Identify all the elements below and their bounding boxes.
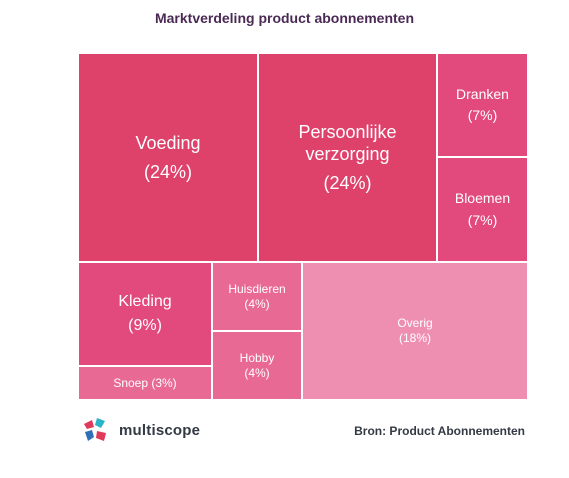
- tile-percent: (24%): [143, 161, 192, 182]
- tile-label: Voeding: [135, 133, 201, 153]
- treemap-tile: Kleding (9%): [78, 262, 212, 366]
- tile-label: Huisdieren: [228, 281, 286, 296]
- tile-percent: (4%): [244, 296, 270, 311]
- multiscope-logo-icon: [84, 418, 106, 441]
- treemap-tile: Huisdieren (4%): [212, 262, 302, 331]
- treemap-tile: Hobby (4%): [212, 331, 302, 400]
- tile-percent: (9%): [128, 317, 162, 334]
- treemap-tile: Dranken (7%): [437, 53, 528, 157]
- multiscope-logo: multiscope: [80, 415, 200, 445]
- tile-percent: (4%): [244, 365, 270, 380]
- tile-percent: (24%): [323, 172, 372, 193]
- treemap-tile: Bloemen (7%): [437, 157, 528, 262]
- treemap-tile: Snoep (3%): [78, 366, 212, 400]
- tile-label: Persoonlijke verzorging: [298, 121, 397, 165]
- tile-label: Snoep (3%): [113, 375, 177, 390]
- tile-label: Dranken: [456, 85, 509, 102]
- tile-percent: (7%): [467, 107, 498, 123]
- tile-label: Kleding: [118, 293, 172, 310]
- treemap-tile: Voeding (24%): [78, 53, 258, 262]
- chart-title: Marktverdeling product abonnementen: [154, 10, 415, 26]
- tile-label: Overig: [397, 316, 433, 330]
- treemap-tile: Overig (18%): [302, 262, 528, 400]
- tile-percent: (7%): [467, 211, 498, 228]
- source-note: Bron: Product Abonnementen: [354, 424, 525, 438]
- tile-label: Hobby: [239, 350, 275, 365]
- tile-label: Bloemen: [454, 190, 511, 206]
- tile-percent: (18%): [398, 331, 431, 345]
- treemap-tile: Persoonlijke verzorging (24%): [258, 53, 437, 262]
- logo-text: multiscope: [119, 421, 201, 439]
